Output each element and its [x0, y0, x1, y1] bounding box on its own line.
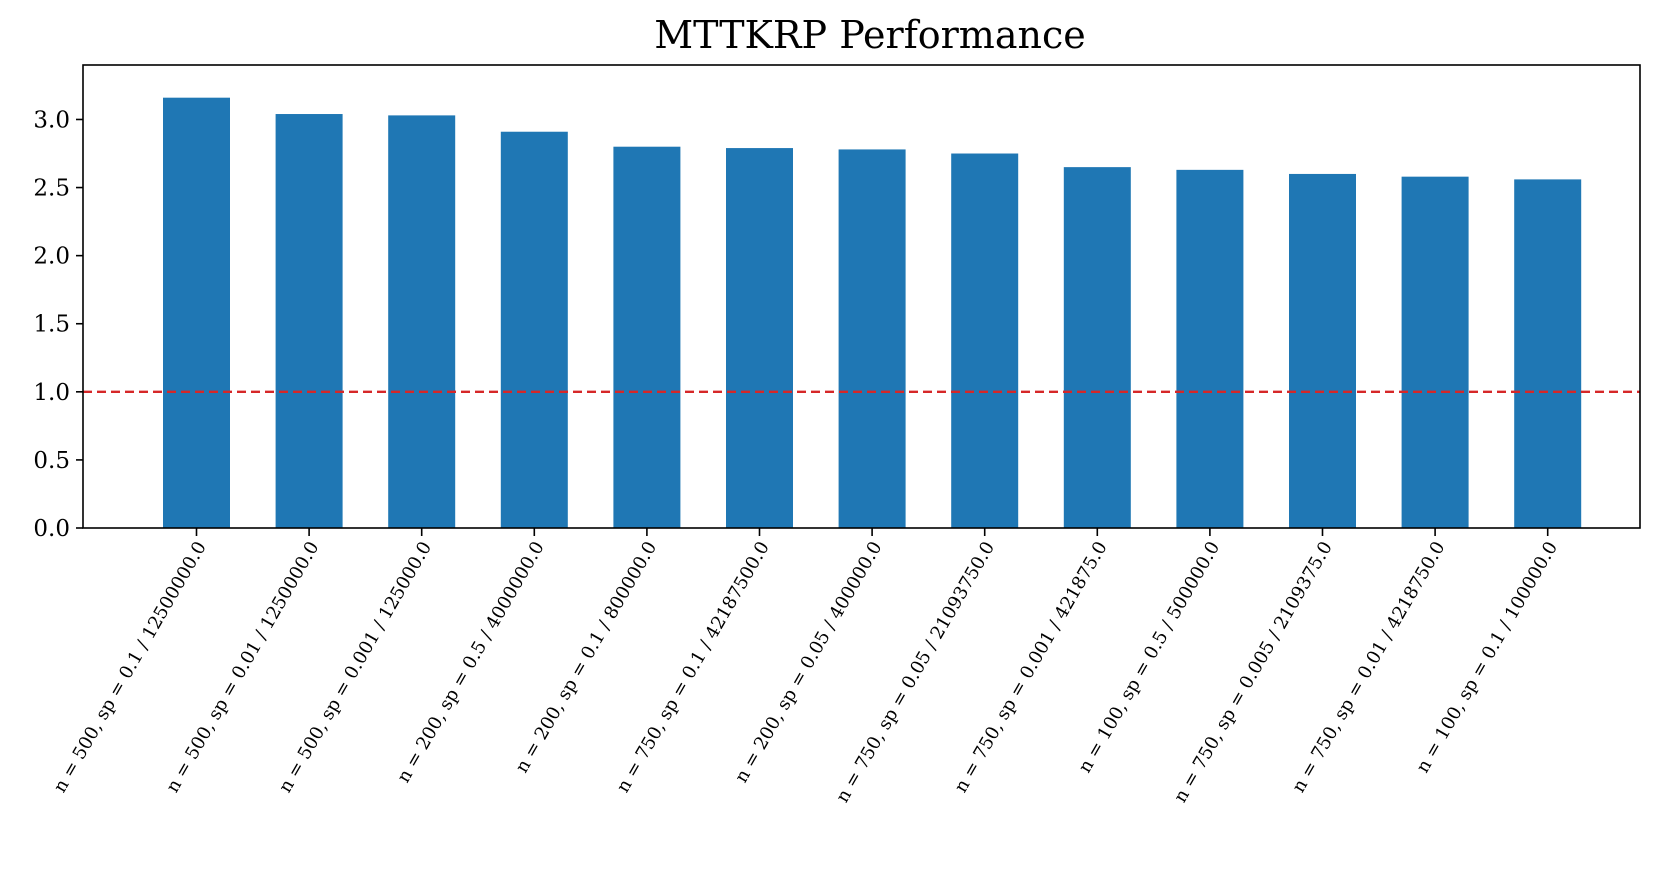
bar-3 [388, 115, 456, 529]
ytick-label: 0.5 [33, 448, 70, 474]
bar-5 [613, 146, 681, 529]
bar-7 [838, 149, 906, 528]
chart-title: MTTKRP Performance [654, 13, 1086, 57]
ytick-label: 1.5 [33, 312, 70, 338]
bar-6 [726, 148, 793, 529]
ytick-label: 0.0 [33, 516, 70, 542]
plot-frame [82, 64, 1641, 529]
bar-1 [163, 97, 230, 529]
ytick-label: 2.5 [33, 176, 70, 202]
bars-layer [163, 97, 1582, 529]
x-axis: n = 500, sp = 0.1 / 12500000.0n = 500, s… [50, 528, 1562, 806]
bar-11 [1289, 173, 1356, 529]
ytick-label: 1.0 [33, 380, 70, 406]
bar-13 [1514, 179, 1582, 528]
bar-2 [275, 114, 343, 528]
y-axis: 0.0 0.5 1.0 1.5 2.0 2.5 3.0 [33, 107, 83, 542]
ytick-label: 3.0 [33, 107, 70, 133]
bar-9 [1063, 167, 1131, 528]
bar-12 [1401, 176, 1469, 528]
bar-10 [1176, 169, 1244, 528]
bar-4 [500, 131, 568, 528]
bar-8 [951, 153, 1019, 528]
ytick-label: 2.0 [33, 244, 70, 270]
